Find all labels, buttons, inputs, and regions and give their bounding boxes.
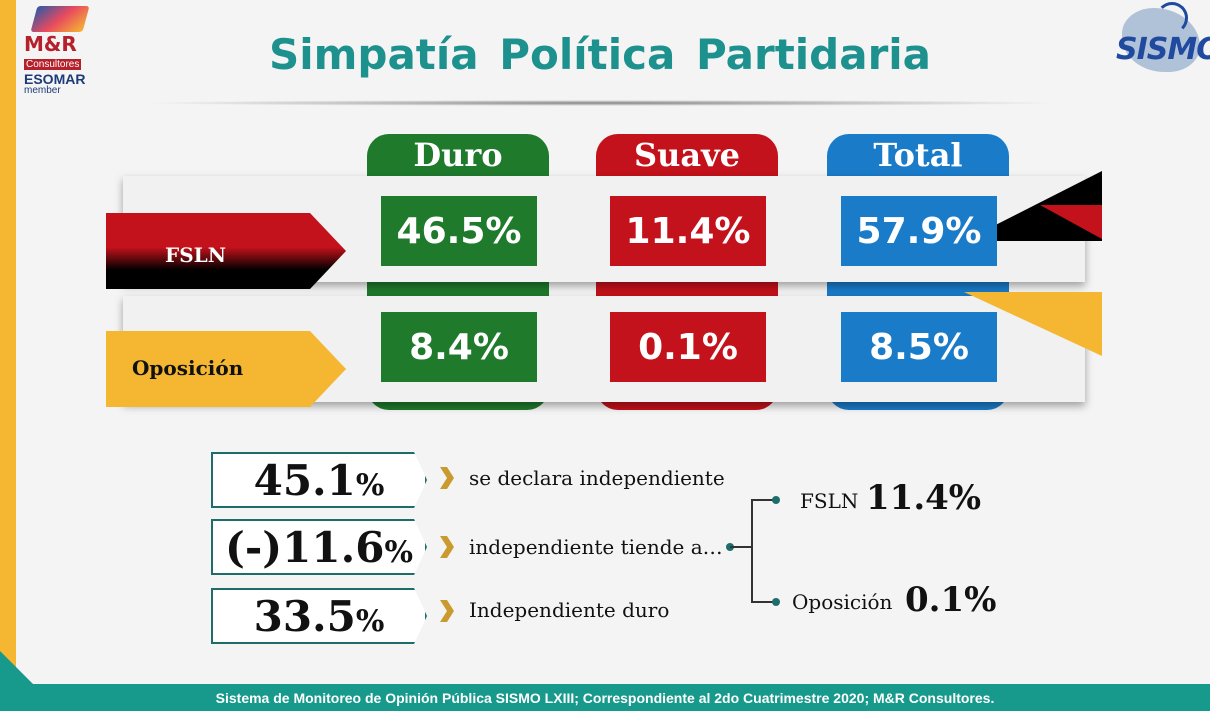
stat-text-tiende: independiente tiende a… bbox=[469, 535, 723, 559]
bracket-dot bbox=[772, 598, 780, 606]
stat-percent-sign: % bbox=[355, 603, 385, 639]
column-header-total: Total bbox=[873, 136, 963, 174]
stat-box-tiende: (-)11.6% bbox=[211, 519, 427, 575]
signal-waves-icon bbox=[1156, 2, 1188, 34]
value-fsln-suave: 11.4% bbox=[610, 196, 766, 266]
value-oposicion-suave: 0.1% bbox=[610, 312, 766, 382]
footer-source: Sistema de Monitoreo de Opinión Pública … bbox=[0, 684, 1210, 711]
stat-number: (-)11.6 bbox=[225, 522, 385, 572]
value-fsln-total: 57.9% bbox=[841, 196, 997, 266]
stat-number: 45.1 bbox=[253, 455, 356, 505]
column-header-duro: Duro bbox=[413, 136, 503, 174]
chevron-right-icon bbox=[440, 600, 454, 622]
stat-percent-sign: % bbox=[384, 534, 413, 570]
title-underline bbox=[140, 100, 1065, 106]
stat-box-duro: 33.5% bbox=[211, 588, 427, 644]
bracket-connector bbox=[730, 546, 752, 548]
mr-consultores-logo: M&R Consultores ESOMAR member bbox=[24, 6, 94, 96]
leaning-value-oposicion: 0.1% bbox=[905, 580, 997, 620]
stat-text-duro: Independiente duro bbox=[469, 598, 670, 622]
bracket-bottom bbox=[751, 601, 775, 603]
bracket-vertical bbox=[751, 500, 753, 602]
stat-text-independiente: se declara independiente bbox=[469, 466, 725, 490]
stat-box-independiente: 45.1% bbox=[211, 452, 427, 508]
leaning-value-fsln: 11.4% bbox=[866, 478, 982, 518]
mr-logo-subtitle: Consultores bbox=[24, 59, 82, 70]
mr-logo-title: M&R bbox=[24, 32, 77, 56]
row-label-arrow-oposicion bbox=[106, 331, 346, 407]
esomar-label: ESOMAR bbox=[24, 71, 86, 87]
bracket-top bbox=[751, 499, 775, 501]
value-oposicion-total: 8.5% bbox=[841, 312, 997, 382]
column-header-suave: Suave bbox=[633, 136, 741, 174]
leaning-label-fsln: FSLN bbox=[800, 489, 859, 513]
chart-icon bbox=[30, 6, 90, 32]
esomar-member-label: member bbox=[24, 85, 61, 96]
row-label-fsln: FSLN bbox=[165, 243, 226, 267]
page-title: Simpatía Política Partidaria bbox=[268, 30, 932, 79]
row-label-oposicion: Oposición bbox=[132, 356, 244, 380]
leaning-label-oposicion: Oposición bbox=[792, 590, 893, 614]
left-accent-bar bbox=[0, 0, 16, 711]
row-label-arrow-fsln bbox=[106, 213, 346, 289]
chevron-right-icon bbox=[440, 536, 454, 558]
sismo-logo: SISMO bbox=[1112, 2, 1210, 82]
value-fsln-duro: 46.5% bbox=[381, 196, 537, 266]
stat-number: 33.5 bbox=[253, 591, 356, 641]
stat-percent-sign: % bbox=[355, 467, 385, 503]
chevron-right-icon bbox=[440, 467, 454, 489]
bracket-dot bbox=[772, 496, 780, 504]
value-oposicion-duro: 8.4% bbox=[381, 312, 537, 382]
sismo-logo-text: SISMO bbox=[1116, 32, 1210, 67]
